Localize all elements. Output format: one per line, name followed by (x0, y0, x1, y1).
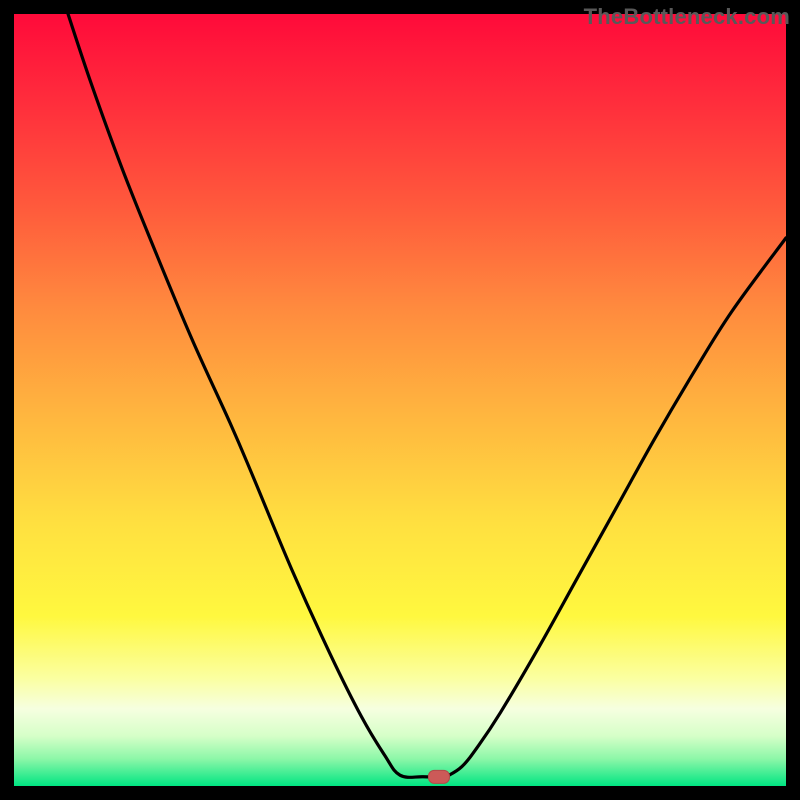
watermark-text: TheBottleneck.com (584, 4, 790, 30)
chart-frame (0, 0, 800, 800)
optimum-marker (428, 770, 450, 784)
plot-area (14, 14, 786, 786)
gradient-background (14, 14, 786, 786)
